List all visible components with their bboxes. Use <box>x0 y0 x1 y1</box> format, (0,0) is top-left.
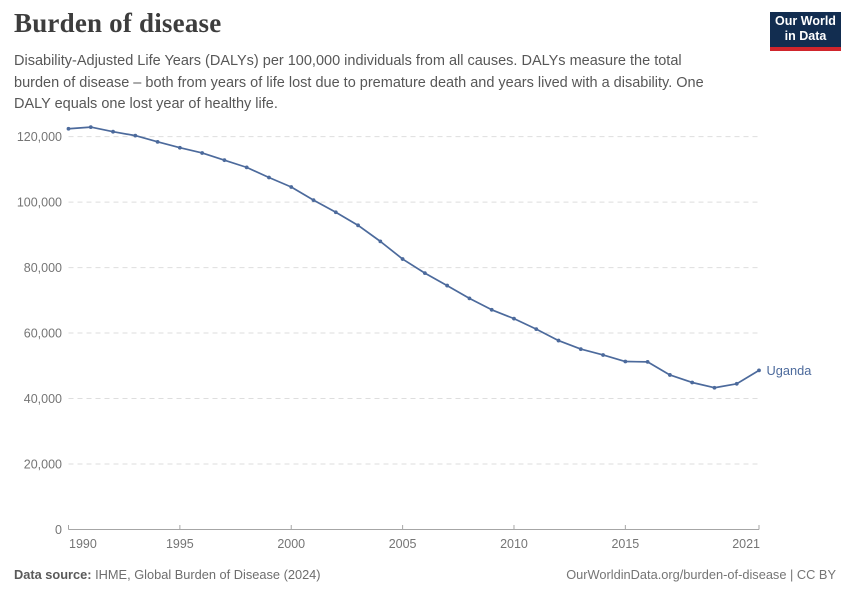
data-point <box>289 185 294 189</box>
data-point <box>88 125 93 130</box>
data-point <box>690 380 695 385</box>
y-axis-tick-label: 20,000 <box>24 457 62 471</box>
data-point <box>133 133 138 138</box>
data-point <box>200 151 205 155</box>
series-end-label: Uganda <box>767 363 813 378</box>
data-point <box>155 139 160 144</box>
data-point <box>422 271 427 276</box>
data-point <box>467 296 472 301</box>
data-point <box>333 210 338 215</box>
uganda-trend-line <box>67 126 760 389</box>
data-point <box>668 373 672 377</box>
x-axis-tick-label: 2021 <box>732 537 760 551</box>
owid-logo-line1: Our World <box>775 14 836 28</box>
y-axis-tick-label: 60,000 <box>24 326 62 340</box>
data-point <box>267 175 271 180</box>
y-axis-tick-label: 0 <box>55 523 62 537</box>
data-point <box>489 307 494 312</box>
x-axis-tick-label: 1995 <box>166 537 194 551</box>
y-axis-tick-label: 40,000 <box>24 392 62 406</box>
data-point <box>400 257 405 261</box>
subtitle-line: burden of disease – both from years of l… <box>14 74 704 91</box>
y-axis-tick-label: 120,000 <box>17 130 62 144</box>
data-point <box>645 359 650 364</box>
data-point <box>534 327 539 332</box>
y-axis-tick-label: 80,000 <box>24 261 62 275</box>
data-point <box>222 158 227 163</box>
data-point <box>712 385 717 390</box>
data-point <box>623 359 628 364</box>
data-point <box>378 239 383 244</box>
x-axis-tick-label: 2005 <box>389 537 417 551</box>
data-point <box>556 338 561 343</box>
subtitle-line: Disability-Adjusted Life Years (DALYs) p… <box>14 53 682 69</box>
data-point <box>356 223 360 228</box>
data-source-value: IHME, Global Burden of Disease (2024) <box>91 567 321 582</box>
owid-url-and-license[interactable]: OurWorldinData.org/burden-of-disease | C… <box>566 567 836 582</box>
data-point <box>578 347 583 351</box>
owid-logo-line2: in Data <box>784 28 827 43</box>
y-axis-tick-label: 100,000 <box>17 195 62 209</box>
x-axis-tick-label: 1990 <box>69 537 97 551</box>
chart-footer: Data source: IHME, Global Burden of Dise… <box>14 567 836 583</box>
x-axis-tick-label: 2000 <box>277 537 305 551</box>
data-source: Data source: IHME, Global Burden of Dise… <box>14 567 321 583</box>
data-point <box>601 353 605 357</box>
data-point <box>734 381 739 386</box>
data-point <box>512 316 516 321</box>
data-point <box>757 368 761 373</box>
subtitle-line: DALY equals one lost year of healthy lif… <box>14 96 278 112</box>
data-point <box>445 283 450 288</box>
x-axis-tick-label: 2015 <box>611 537 639 551</box>
owid-logo[interactable]: Our World in Data <box>770 12 841 51</box>
data-point <box>177 145 182 150</box>
data-source-label: Data source: <box>14 567 92 582</box>
data-point <box>111 129 115 134</box>
data-point <box>244 165 249 170</box>
chart-subtitle: Disability-Adjusted Life Years (DALYs) p… <box>14 51 754 116</box>
data-point <box>66 126 71 131</box>
x-axis-tick-label: 2010 <box>500 537 528 551</box>
page-title: Burden of disease <box>14 8 222 38</box>
data-point <box>311 198 316 203</box>
